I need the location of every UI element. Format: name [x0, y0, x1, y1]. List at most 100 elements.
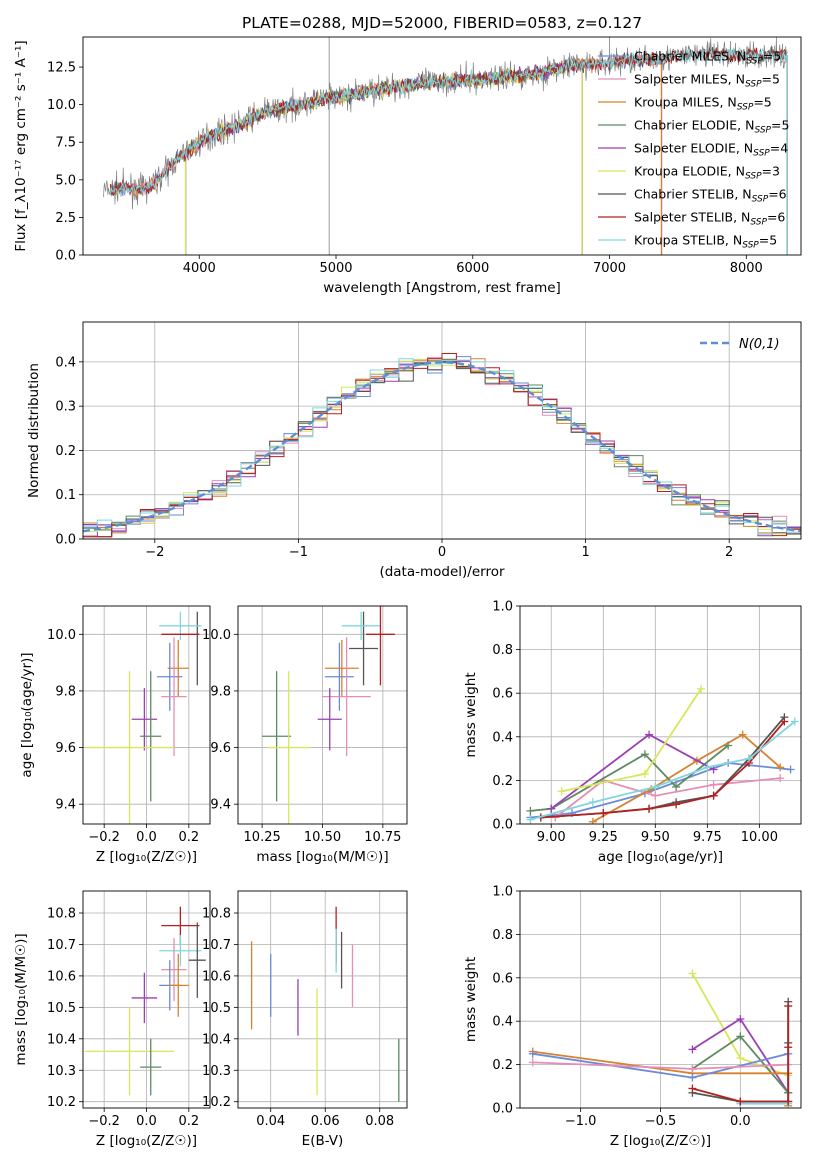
- legend: Chabrier MILES, NSSP=5 Salpeter MILES, NS…: [598, 49, 789, 251]
- x-tick-label: 0.04: [256, 1114, 285, 1129]
- x-tick-label: 4000: [183, 261, 216, 276]
- legend-label: Salpeter STELIB, NSSP=6: [634, 210, 785, 228]
- y-tick-label: 5.0: [55, 173, 76, 188]
- y-tick-label: 0.0: [492, 1102, 513, 1117]
- model-spectrum-line: [109, 52, 662, 196]
- x-axis-label: mass [log₁₀(M/M☉)]: [256, 849, 388, 865]
- weight-line: [530, 720, 796, 821]
- legend-label: Kroupa ELODIE, NSSP=3: [634, 164, 780, 182]
- x-axis-label: E(B-V): [302, 1133, 344, 1149]
- y-tick-label: 0.0: [55, 533, 76, 548]
- legend-label: Chabrier STELIB, NSSP=6: [634, 187, 787, 205]
- x-tick-label: 0.0: [730, 1114, 751, 1129]
- y-tick-label: 9.6: [210, 741, 231, 756]
- y-tick-label: 9.4: [210, 798, 231, 813]
- x-axis-label: Z [log₁₀(Z/Z☉)]: [96, 849, 197, 865]
- x-tick-label: 1: [581, 545, 589, 560]
- axes-frame: [237, 890, 408, 1109]
- legend-label: Kroupa STELIB, NSSP=5: [634, 233, 777, 251]
- age-vs-weight-panel: 9.00 9.25 9.50 9.75 10.00 0.0 0.2 0.4 0.6 0.8 1.0 a…: [463, 600, 802, 865]
- x-tick-label: 7000: [593, 261, 626, 276]
- y-tick-label: 10.4: [47, 1032, 76, 1047]
- x-tick-label: −1.0: [565, 1114, 597, 1129]
- axes-frame: [82, 36, 802, 256]
- x-tick-label: 6000: [456, 261, 489, 276]
- y-tick-label: 0.8: [492, 643, 513, 658]
- residuals-plot-area: [83, 353, 801, 538]
- y-tick-label: 0.6: [492, 687, 513, 702]
- x-tick-label: 0.0: [136, 830, 157, 845]
- y-axis-label: Flux [f_λ10⁻¹⁷ erg cm⁻² s⁻¹ A⁻¹]: [13, 40, 29, 251]
- weight-line: [540, 716, 785, 819]
- y-axis-label: Normed distribution: [26, 363, 42, 498]
- y-axis-label: age [log₁₀(age/yr)]: [19, 652, 35, 777]
- legend-label: Kroupa MILES, NSSP=5: [634, 95, 772, 113]
- model-spectrum-line: [109, 53, 662, 197]
- y-tick-label: 7.5: [55, 136, 76, 151]
- plot-area: [250, 906, 400, 1102]
- x-tick-label: 9.50: [641, 830, 670, 845]
- x-tick-label: 0: [438, 545, 446, 560]
- y-tick-label: 0.4: [492, 1015, 513, 1030]
- y-tick-label: 10.2: [202, 1095, 231, 1110]
- y-tick-label: 10.3: [47, 1064, 76, 1079]
- x-tick-label: −0.5: [645, 1114, 677, 1129]
- x-tick-label: −0.2: [88, 1114, 120, 1129]
- x-tick-label: −1: [289, 545, 308, 560]
- y-tick-label: 0.2: [492, 774, 513, 789]
- weight-line: [561, 688, 702, 793]
- x-axis-label: Z [log₁₀(Z/Z☉)]: [96, 1133, 197, 1149]
- legend-label: Chabrier ELODIE, NSSP=5: [634, 118, 789, 136]
- chart-title: PLATE=0288, MJD=52000, FIBERID=0583, z=0…: [242, 14, 642, 32]
- plot-area: [85, 611, 202, 824]
- legend-label: Salpeter ELODIE, NSSP=4: [634, 141, 788, 159]
- x-tick-label: 0.0: [136, 1114, 157, 1129]
- y-tick-label: 0.4: [55, 355, 76, 370]
- axes-frame: [519, 890, 802, 1109]
- x-tick-label: −2: [145, 545, 164, 560]
- y-tick-label: 1.0: [492, 885, 513, 900]
- y-tick-label: 10.3: [202, 1064, 231, 1079]
- y-tick-label: 10.8: [47, 907, 76, 922]
- x-tick-label: 9.00: [537, 830, 566, 845]
- y-tick-label: 10.6: [47, 969, 76, 984]
- y-tick-label: 10.6: [202, 969, 231, 984]
- y-tick-label: 10.5: [202, 1001, 231, 1016]
- axes-frame: [82, 321, 802, 540]
- y-tick-label: 10.8: [202, 907, 231, 922]
- y-tick-label: 9.6: [55, 741, 76, 756]
- y-tick-label: 10.0: [47, 98, 76, 113]
- plot-area: [526, 684, 799, 824]
- normal-curve: [83, 361, 801, 533]
- y-tick-label: 0.4: [492, 730, 513, 745]
- z-vs-mass-panel: −0.2 0.0 0.2 10.2 10.3 10.4 10.5 10.6 10.7 10.8 Z …: [13, 890, 211, 1149]
- legend-label: Chabrier MILES, NSSP=5: [634, 49, 781, 67]
- z-vs-age-panel: −0.2 0.0 0.2 9.4 9.6 9.8 10.0 Z [log₁₀(Z/Z☉)] ag…: [19, 605, 211, 865]
- axes-frame: [82, 890, 211, 1109]
- y-tick-label: 0.1: [55, 488, 76, 503]
- y-tick-label: 10.7: [202, 938, 231, 953]
- y-tick-label: 10.4: [202, 1032, 231, 1047]
- x-tick-label: 10.25: [244, 830, 281, 845]
- y-tick-label: 0.2: [492, 1058, 513, 1073]
- spectrum-plot-area: [103, 37, 788, 255]
- y-tick-label: 9.8: [55, 684, 76, 699]
- y-tick-label: 9.8: [210, 684, 231, 699]
- x-tick-label: 9.75: [693, 830, 722, 845]
- x-axis-label: wavelength [Angstrom, rest frame]: [323, 280, 561, 296]
- x-tick-label: 0.2: [178, 830, 199, 845]
- y-tick-label: 2.5: [55, 211, 76, 226]
- y-tick-label: 10.7: [47, 938, 76, 953]
- axes-frame: [82, 605, 211, 825]
- ebv-vs-mass-panel: 0.04 0.06 0.08 10.2 10.3 10.4 10.5 10.6 10.7 10.8…: [202, 890, 408, 1149]
- y-axis-label: mass weight: [463, 672, 479, 757]
- x-tick-label: 10.75: [364, 830, 401, 845]
- y-tick-label: 10.5: [47, 1001, 76, 1016]
- mass-vs-age-panel: 10.25 10.50 10.75 9.4 9.6 9.8 10.0 mass [log₁₀(…: [202, 605, 408, 865]
- spectrum-panel: 4000 5000 6000 7000 8000 0.0 2.5 5.0 7.5 10.0 12.5…: [13, 14, 802, 296]
- legend-label: Salpeter MILES, NSSP=5: [634, 72, 780, 90]
- x-tick-label: 9.25: [589, 830, 618, 845]
- axes-frame: [237, 605, 408, 825]
- y-tick-label: 0.8: [492, 928, 513, 943]
- x-tick-label: 10.50: [304, 830, 341, 845]
